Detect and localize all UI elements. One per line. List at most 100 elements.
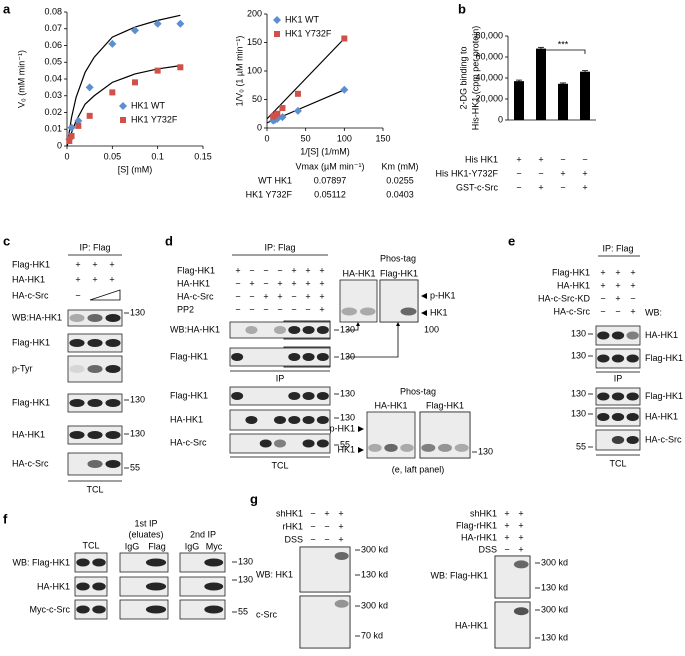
header: IP: Flag bbox=[602, 243, 633, 253]
size-marker: 55 bbox=[340, 439, 350, 449]
y-tick-label: 100 bbox=[247, 65, 262, 75]
point bbox=[68, 132, 75, 139]
blot-band bbox=[597, 331, 610, 340]
legend-marker bbox=[119, 102, 127, 110]
row-sign: + bbox=[75, 259, 80, 269]
y-tick-label: 20,000 bbox=[475, 93, 503, 103]
blot-band bbox=[105, 431, 121, 439]
size-marker: 300 kd bbox=[361, 544, 388, 554]
row-label: Flag-HK1 bbox=[552, 267, 590, 277]
table-cell: 0.07897 bbox=[314, 175, 347, 185]
x-tick-label: 150 bbox=[375, 133, 390, 143]
y-tick-label: 0.03 bbox=[44, 90, 62, 100]
blot-band bbox=[259, 439, 272, 448]
row-label: HA-c-Src bbox=[177, 291, 214, 301]
blot bbox=[119, 599, 169, 620]
header: (eluates) bbox=[128, 529, 163, 539]
row-sign: − bbox=[291, 291, 296, 301]
y-tick-label: 0 bbox=[57, 140, 62, 150]
panel-letter: e bbox=[508, 233, 515, 248]
condition-label: GST-c-Src bbox=[456, 182, 498, 192]
point bbox=[340, 85, 349, 94]
row-sign: + bbox=[600, 267, 605, 277]
blot bbox=[229, 347, 331, 367]
y-tick-label: 0.05 bbox=[44, 57, 62, 67]
blot bbox=[339, 279, 378, 323]
row-sign: − bbox=[249, 265, 254, 275]
row-sign: + bbox=[92, 274, 97, 284]
legend-label: HK1 WT bbox=[131, 100, 166, 110]
row-sign: − bbox=[263, 265, 268, 275]
row-sign: + bbox=[630, 280, 635, 290]
size-marker: 130 bbox=[340, 412, 355, 422]
blot-band bbox=[87, 399, 103, 407]
row-sign: + bbox=[518, 532, 523, 542]
blot-label: HA-HK1 bbox=[37, 581, 70, 591]
bar bbox=[514, 81, 524, 120]
error-bar bbox=[516, 79, 522, 83]
band-label: HK1 bbox=[430, 307, 448, 317]
blot-band bbox=[288, 392, 301, 400]
condition-sign: + bbox=[516, 154, 521, 164]
size-marker: 70 kd bbox=[361, 630, 383, 640]
row-sign: − bbox=[235, 304, 240, 314]
blot-band bbox=[368, 443, 382, 452]
blot-band bbox=[454, 443, 469, 452]
lane-label: IgG bbox=[185, 541, 200, 551]
blot-band bbox=[513, 607, 529, 616]
ip-label: IP bbox=[276, 373, 285, 383]
size-marker: 130 bbox=[238, 556, 253, 566]
blot-band bbox=[288, 326, 301, 334]
blot-band bbox=[302, 416, 315, 424]
gradient-triangle bbox=[89, 289, 121, 301]
size-marker: 130 bbox=[130, 394, 145, 404]
row-sign: + bbox=[324, 508, 329, 518]
legend-label: HK1 Y732F bbox=[285, 28, 332, 38]
blot-band bbox=[334, 552, 349, 560]
y-tick-label: 150 bbox=[247, 37, 262, 47]
band-arrow bbox=[421, 310, 427, 316]
table-header: Km (mM) bbox=[382, 161, 419, 171]
blot-label: WB:HA-HK1 bbox=[12, 312, 62, 322]
row-sign: + bbox=[518, 520, 523, 530]
row-label: HA-HK1 bbox=[557, 280, 590, 290]
row-sign: − bbox=[263, 304, 268, 314]
note: (e, laft panel) bbox=[392, 464, 445, 474]
blot bbox=[119, 552, 169, 573]
blot-band bbox=[597, 354, 610, 363]
blot-band bbox=[69, 339, 85, 347]
y-tick-label: 0.02 bbox=[44, 107, 62, 117]
point bbox=[294, 90, 301, 97]
row-sign: + bbox=[291, 278, 296, 288]
blot-band bbox=[626, 392, 639, 401]
lane-label: Myc bbox=[206, 541, 223, 551]
blot-band bbox=[334, 599, 349, 608]
size-marker: 55 bbox=[238, 606, 248, 616]
row-sign: − bbox=[263, 278, 268, 288]
size-marker: 130 kd bbox=[361, 569, 388, 579]
blot-band bbox=[400, 443, 414, 452]
blot-band bbox=[302, 326, 315, 334]
blot-label: HA-c-Src bbox=[170, 437, 207, 447]
blot-band bbox=[69, 365, 85, 373]
panel-letter: b bbox=[458, 1, 466, 16]
row-sign: − bbox=[235, 278, 240, 288]
table-cell: 0.0403 bbox=[386, 189, 414, 199]
legend-marker bbox=[273, 16, 281, 24]
point bbox=[132, 79, 138, 86]
y-axis-label: V₀ (mM min⁻¹) bbox=[16, 50, 26, 108]
footer: TCL bbox=[271, 460, 288, 470]
x-tick-label: 0.1 bbox=[151, 151, 164, 161]
bar bbox=[536, 48, 546, 120]
row-sign: − bbox=[249, 291, 254, 301]
y-tick-label: 0 bbox=[257, 122, 262, 132]
row-sign: − bbox=[277, 265, 282, 275]
point bbox=[154, 67, 161, 74]
size-marker: 300 kd bbox=[541, 557, 568, 567]
blot-band bbox=[76, 605, 90, 614]
row-sign: − bbox=[310, 534, 315, 544]
blot-label: p-Tyr bbox=[12, 363, 33, 373]
blot-band bbox=[87, 460, 103, 468]
blot-band bbox=[288, 416, 301, 424]
blot-band bbox=[302, 392, 315, 400]
